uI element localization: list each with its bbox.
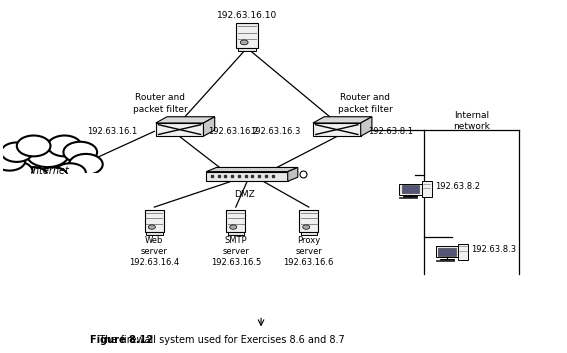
Text: Internet: Internet [31, 166, 70, 176]
FancyBboxPatch shape [227, 232, 244, 235]
Text: 192.63.8.1: 192.63.8.1 [368, 127, 413, 136]
Text: Router and
packet filter: Router and packet filter [337, 94, 392, 114]
Polygon shape [204, 117, 215, 136]
Polygon shape [156, 117, 215, 123]
Circle shape [240, 40, 248, 45]
Text: Web
server
192.63.16.4: Web server 192.63.16.4 [129, 235, 180, 267]
FancyBboxPatch shape [299, 210, 318, 232]
FancyBboxPatch shape [238, 48, 256, 52]
FancyBboxPatch shape [236, 23, 257, 48]
Circle shape [64, 142, 97, 163]
FancyBboxPatch shape [226, 210, 246, 232]
FancyBboxPatch shape [313, 123, 361, 136]
Circle shape [303, 225, 310, 229]
Text: Figure 8.12: Figure 8.12 [90, 335, 153, 345]
Circle shape [1, 143, 32, 162]
FancyBboxPatch shape [0, 173, 104, 187]
Circle shape [20, 167, 48, 185]
Text: 192.63.8.2: 192.63.8.2 [435, 183, 480, 191]
FancyBboxPatch shape [458, 244, 468, 260]
Text: 192.63.16.1: 192.63.16.1 [87, 127, 138, 136]
Polygon shape [313, 117, 372, 123]
Text: 192.63.16.2: 192.63.16.2 [208, 127, 258, 136]
Text: DMZ: DMZ [234, 190, 255, 199]
FancyBboxPatch shape [206, 172, 287, 181]
Circle shape [230, 225, 237, 229]
Circle shape [39, 167, 67, 185]
FancyBboxPatch shape [399, 184, 421, 195]
FancyBboxPatch shape [145, 210, 164, 232]
FancyBboxPatch shape [403, 196, 417, 197]
Text: Router and
packet filter: Router and packet filter [133, 94, 187, 114]
Circle shape [69, 154, 103, 175]
FancyBboxPatch shape [436, 260, 454, 261]
Circle shape [54, 163, 86, 183]
FancyBboxPatch shape [440, 259, 454, 260]
FancyBboxPatch shape [156, 123, 204, 136]
FancyBboxPatch shape [399, 197, 417, 198]
FancyBboxPatch shape [301, 232, 317, 235]
FancyBboxPatch shape [438, 248, 455, 256]
Text: 192.63.16.10: 192.63.16.10 [217, 11, 277, 20]
Text: 192.63.16.3: 192.63.16.3 [250, 127, 301, 136]
FancyBboxPatch shape [146, 232, 163, 235]
Text: 192.63.8.3: 192.63.8.3 [472, 245, 517, 254]
FancyBboxPatch shape [436, 246, 458, 257]
Polygon shape [206, 167, 298, 172]
FancyBboxPatch shape [401, 185, 419, 193]
Circle shape [17, 136, 50, 156]
Text: Proxy
server
192.63.16.6: Proxy server 192.63.16.6 [284, 235, 334, 267]
Text: SMTP
server
192.63.16.5: SMTP server 192.63.16.5 [211, 235, 261, 267]
FancyBboxPatch shape [421, 181, 431, 197]
Circle shape [1, 162, 32, 181]
Circle shape [0, 151, 26, 170]
Polygon shape [361, 117, 372, 136]
Circle shape [48, 136, 82, 156]
Text: Internal
network: Internal network [453, 111, 490, 131]
Text: The firewall system used for Exercises 8.6 and 8.7: The firewall system used for Exercises 8… [90, 335, 345, 345]
Polygon shape [287, 167, 298, 181]
Circle shape [149, 225, 155, 229]
Circle shape [26, 141, 69, 167]
